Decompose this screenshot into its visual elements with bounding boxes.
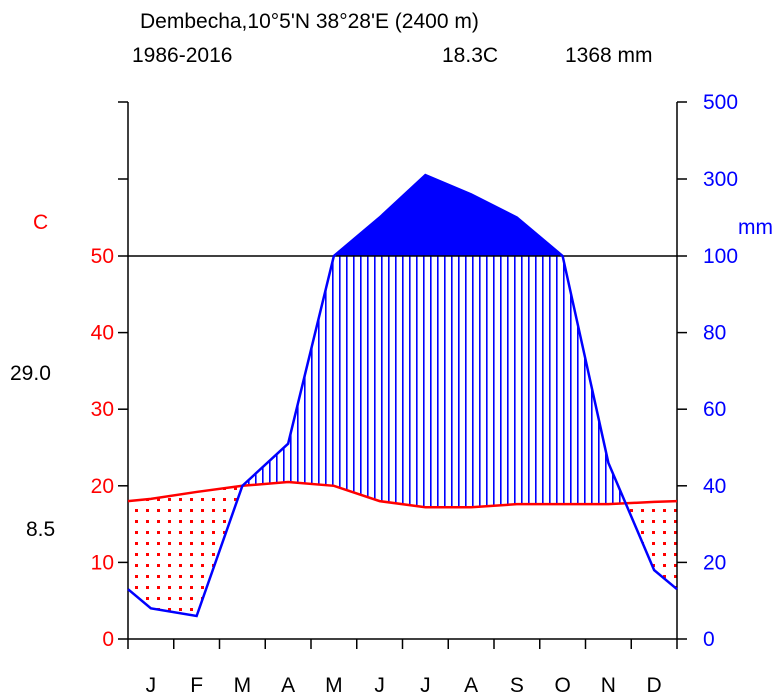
month-label: F [190,674,203,697]
right-tick-label: 20 [703,551,726,574]
precipitation-line [127,173,678,618]
right-tick-label: 60 [703,398,726,421]
perhumid-area [334,175,563,256]
right-axis-unit: mm [738,216,773,239]
mean-temp-label: 18.3C [442,44,498,67]
month-label: J [420,674,431,697]
station-title: Dembecha,10°5'N 38°28'E (2400 m) [140,10,479,33]
left-tick-label: 20 [91,475,114,498]
period-label: 1986-2016 [132,44,232,67]
right-tick-label: 0 [703,628,715,651]
month-label: M [234,674,252,697]
month-label: J [374,674,385,697]
month-label: A [464,674,478,697]
humid-season-area [242,256,626,508]
month-label: N [601,674,616,697]
max-temp-label: 29.0 [10,362,51,385]
month-label: M [325,674,343,697]
left-tick-label: 0 [102,628,114,651]
right-tick-label: 80 [703,322,726,345]
month-label: O [554,674,570,697]
left-axis-unit: C [33,211,48,234]
fill-areas [128,175,677,617]
right-tick-label: 100 [703,245,738,268]
right-tick-label: 300 [703,168,738,191]
left-tick-label: 50 [91,245,114,268]
right-tick-label: 500 [703,91,738,114]
left-tick-label: 40 [91,322,114,345]
series-lines [127,173,678,618]
left-tick-label: 30 [91,398,114,421]
min-temp-label: 8.5 [26,518,55,541]
temperature-line [127,480,678,509]
month-label: S [510,674,524,697]
left-tick-label: 10 [91,551,114,574]
right-tick-label: 40 [703,475,726,498]
dry-season-area [625,501,677,590]
month-label: D [647,674,662,697]
dry-season-area [128,485,242,617]
month-label: J [146,674,157,697]
month-label: A [281,674,295,697]
annual-precip-label: 1368 mm [565,44,653,67]
